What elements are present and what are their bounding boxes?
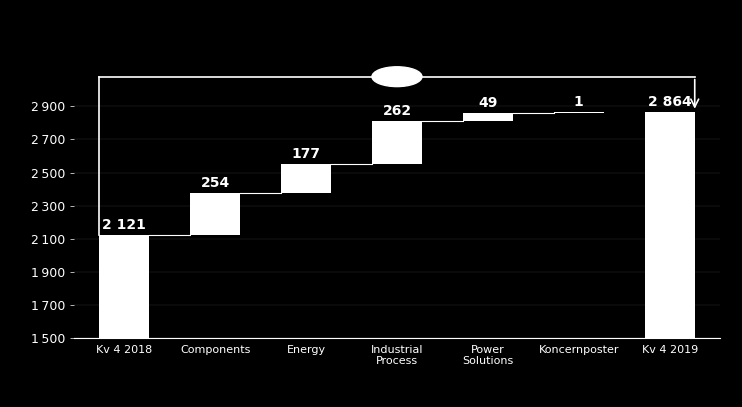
Ellipse shape	[372, 67, 422, 87]
Text: 2 121: 2 121	[102, 218, 146, 232]
Text: 254: 254	[200, 176, 230, 190]
Text: 177: 177	[292, 147, 321, 161]
Text: 49: 49	[478, 96, 498, 109]
Text: 262: 262	[382, 104, 412, 118]
Bar	[190, 193, 240, 235]
Bar	[281, 164, 331, 193]
Text: 2 864: 2 864	[648, 95, 692, 109]
Bar	[645, 112, 695, 338]
Bar	[372, 120, 422, 164]
Text: 1: 1	[574, 95, 584, 109]
Bar	[463, 113, 513, 120]
Bar	[99, 235, 149, 338]
